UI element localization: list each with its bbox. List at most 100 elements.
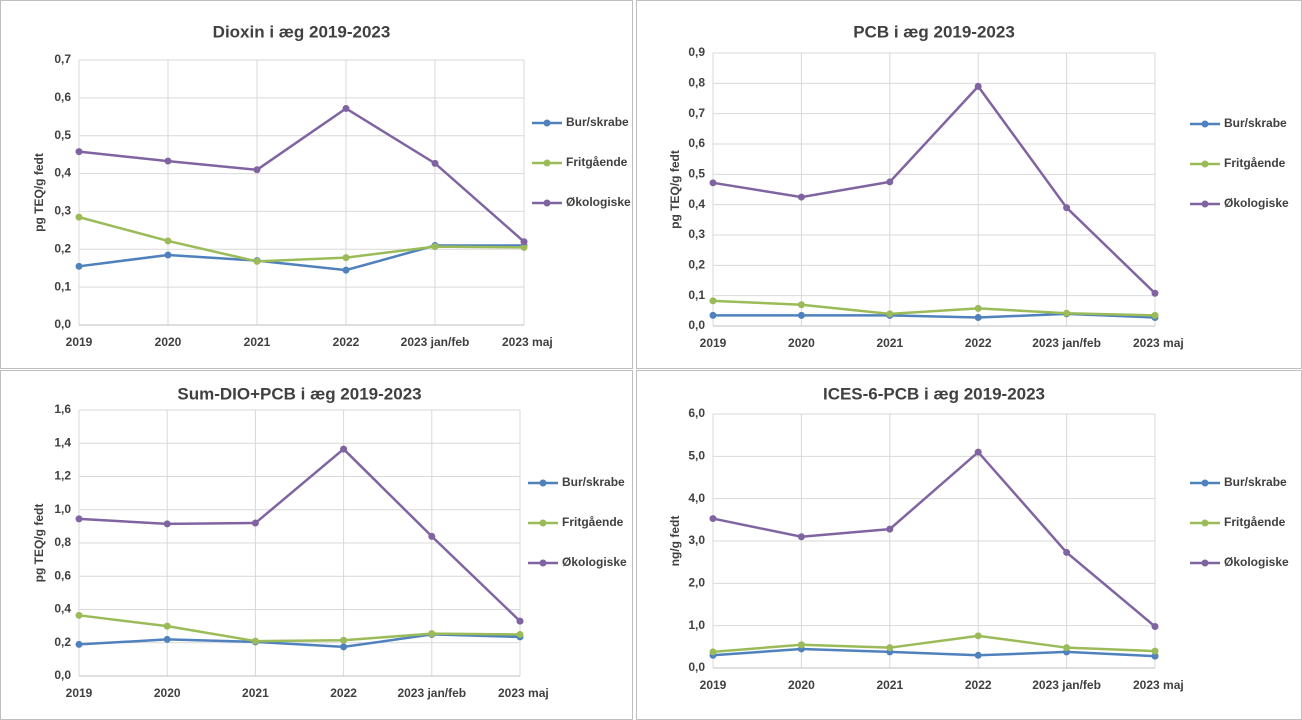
x-tick-label: 2020 (155, 335, 182, 349)
legend-marker (543, 159, 551, 167)
data-point (709, 311, 717, 319)
data-point (75, 148, 83, 156)
data-point (797, 193, 805, 201)
x-tick-label: 2023 maj (502, 335, 553, 349)
y-tick-label: 0,8 (688, 76, 705, 90)
data-point (1151, 289, 1159, 297)
y-tick-label: 0,6 (54, 568, 71, 582)
x-tick-label: 2019 (700, 336, 727, 350)
x-tick-label: 2021 (242, 686, 269, 700)
data-point (163, 635, 171, 643)
y-tick-label: 0,7 (54, 52, 71, 66)
data-point (974, 304, 982, 312)
data-point (1151, 647, 1159, 655)
data-point (886, 310, 894, 318)
y-tick-label: 0,4 (688, 197, 705, 211)
x-tick-label: 2022 (330, 686, 357, 700)
data-point (516, 630, 524, 638)
series-line (78, 447, 521, 623)
data-point (886, 644, 894, 652)
x-tick-label: 2023 maj (498, 686, 549, 700)
data-point (75, 640, 83, 648)
data-point (428, 532, 436, 540)
y-tick-label: 1,0 (54, 502, 71, 516)
y-tick-label: 0,6 (54, 90, 71, 104)
legend-marker (539, 519, 547, 527)
y-axis-label: pg TEQ/g fedt (32, 153, 46, 232)
y-axis-label: pg TEQ/g fedt (32, 504, 46, 583)
data-point (164, 251, 172, 259)
legend-label: Økologiske (1224, 196, 1289, 210)
data-point (164, 157, 172, 165)
series-line (78, 244, 524, 272)
y-tick-label: 0,2 (688, 258, 705, 272)
legend-label: Fritgående (566, 155, 628, 169)
panel (0, 370, 633, 720)
y-tick-label: 0,3 (688, 227, 705, 241)
panel (0, 0, 633, 369)
data-point (974, 314, 982, 322)
x-tick-label: 2019 (66, 686, 93, 700)
data-point (1151, 623, 1159, 631)
series-line (712, 647, 1156, 658)
data-point (1151, 311, 1159, 319)
chart-title: Dioxin i æg 2019-2023 (213, 22, 391, 41)
y-tick-label: 0,2 (54, 635, 71, 649)
y-axis-label: pg TEQ/g fedt (668, 150, 682, 229)
legend-label: Fritgående (1224, 156, 1286, 170)
data-point (797, 301, 805, 309)
y-tick-label: 3,0 (688, 533, 705, 547)
legend-label: Økologiske (566, 195, 631, 209)
data-point (1063, 309, 1071, 317)
x-tick-label: 2021 (876, 336, 903, 350)
x-tick-label: 2021 (244, 335, 271, 349)
y-tick-label: 0,0 (54, 317, 71, 331)
data-point (797, 533, 805, 541)
legend-marker (1201, 120, 1209, 128)
data-point (1151, 652, 1159, 660)
x-tick-label: 2023 jan/feb (401, 335, 470, 349)
y-tick-label: 6,0 (688, 406, 705, 420)
legend-label: Økologiske (1224, 555, 1289, 569)
legend-label: Fritgående (1224, 515, 1286, 529)
series-line (712, 299, 1156, 317)
data-point (75, 611, 83, 619)
y-axis-label: ng/g fedt (668, 516, 682, 567)
data-point (164, 237, 172, 245)
x-tick-label: 2021 (876, 678, 903, 692)
y-tick-label: 0,2 (54, 241, 71, 255)
y-tick-label: 0,5 (54, 128, 71, 142)
data-point (251, 637, 259, 645)
y-tick-label: 0,4 (54, 166, 71, 180)
legend-label: Bur/skrabe (1224, 475, 1287, 489)
x-tick-label: 2022 (333, 335, 360, 349)
legend-label: Fritgående (562, 515, 624, 529)
y-tick-label: 0,0 (54, 668, 71, 682)
x-tick-label: 2022 (965, 336, 992, 350)
data-point (520, 238, 528, 246)
x-tick-label: 2019 (66, 335, 93, 349)
data-point (974, 82, 982, 90)
y-tick-label: 1,2 (54, 469, 71, 483)
y-tick-label: 0,1 (688, 288, 705, 302)
y-tick-label: 0,9 (688, 45, 705, 59)
data-point (342, 266, 350, 274)
data-point (253, 166, 261, 174)
data-point (431, 243, 439, 251)
data-point (75, 262, 83, 270)
y-tick-label: 1,0 (688, 618, 705, 632)
data-point (340, 445, 348, 453)
data-point (75, 213, 83, 221)
chart-title: PCB i æg 2019-2023 (853, 22, 1015, 41)
series-line (712, 634, 1156, 654)
data-point (342, 254, 350, 262)
data-point (974, 448, 982, 456)
x-tick-label: 2020 (788, 678, 815, 692)
data-point (75, 515, 83, 523)
y-tick-label: 1,4 (54, 435, 71, 449)
x-tick-label: 2023 maj (1133, 678, 1184, 692)
data-point (428, 630, 436, 638)
legend-marker (1201, 160, 1209, 168)
data-point (431, 159, 439, 167)
